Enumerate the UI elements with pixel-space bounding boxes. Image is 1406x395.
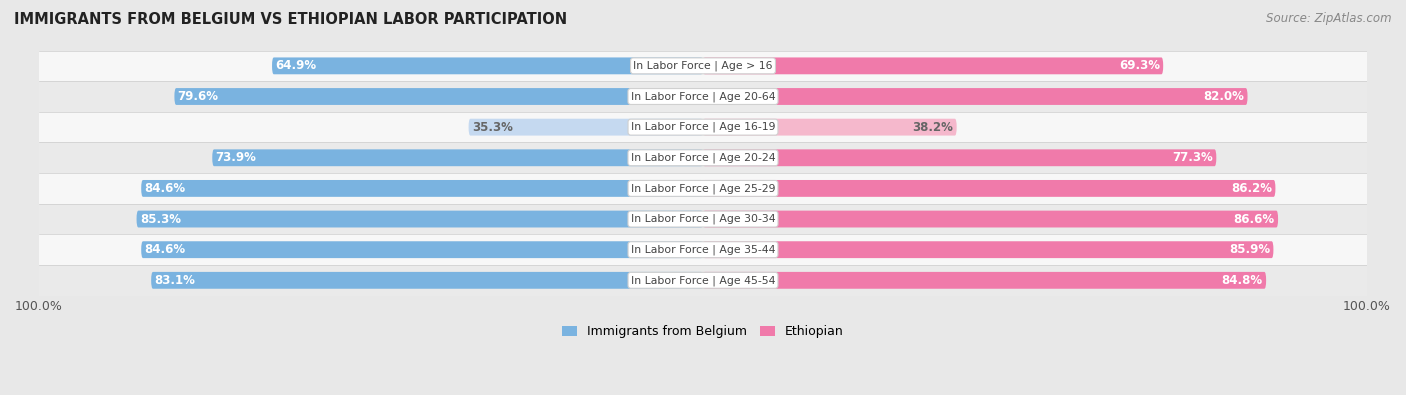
Text: 35.3%: 35.3% [472, 120, 513, 134]
Text: 77.3%: 77.3% [1173, 151, 1213, 164]
FancyBboxPatch shape [703, 57, 1163, 74]
FancyBboxPatch shape [152, 272, 703, 289]
Text: 38.2%: 38.2% [912, 120, 953, 134]
Bar [39, 234, 1367, 265]
Text: Source: ZipAtlas.com: Source: ZipAtlas.com [1267, 12, 1392, 25]
Bar [39, 204, 1367, 234]
FancyBboxPatch shape [703, 88, 1247, 105]
Text: 86.2%: 86.2% [1232, 182, 1272, 195]
Text: IMMIGRANTS FROM BELGIUM VS ETHIOPIAN LABOR PARTICIPATION: IMMIGRANTS FROM BELGIUM VS ETHIOPIAN LAB… [14, 12, 567, 27]
Bar [39, 265, 1367, 295]
Text: In Labor Force | Age 35-44: In Labor Force | Age 35-44 [631, 245, 775, 255]
Text: 84.6%: 84.6% [145, 182, 186, 195]
FancyBboxPatch shape [703, 149, 1216, 166]
Text: In Labor Force | Age 20-24: In Labor Force | Age 20-24 [631, 152, 775, 163]
Text: 82.0%: 82.0% [1204, 90, 1244, 103]
FancyBboxPatch shape [703, 272, 1267, 289]
FancyBboxPatch shape [703, 241, 1274, 258]
FancyBboxPatch shape [468, 119, 703, 135]
FancyBboxPatch shape [136, 211, 703, 228]
Bar [39, 143, 1367, 173]
Bar [39, 112, 1367, 143]
FancyBboxPatch shape [271, 57, 703, 74]
Text: In Labor Force | Age 25-29: In Labor Force | Age 25-29 [631, 183, 775, 194]
Text: 85.9%: 85.9% [1229, 243, 1270, 256]
Text: In Labor Force | Age 20-64: In Labor Force | Age 20-64 [631, 91, 775, 102]
FancyBboxPatch shape [174, 88, 703, 105]
Legend: Immigrants from Belgium, Ethiopian: Immigrants from Belgium, Ethiopian [557, 320, 849, 343]
FancyBboxPatch shape [703, 119, 956, 135]
Text: 83.1%: 83.1% [155, 274, 195, 287]
Text: In Labor Force | Age 30-34: In Labor Force | Age 30-34 [631, 214, 775, 224]
FancyBboxPatch shape [703, 211, 1278, 228]
Text: 73.9%: 73.9% [215, 151, 256, 164]
Text: 64.9%: 64.9% [276, 59, 316, 72]
Text: In Labor Force | Age > 16: In Labor Force | Age > 16 [633, 60, 773, 71]
FancyBboxPatch shape [212, 149, 703, 166]
Text: In Labor Force | Age 45-54: In Labor Force | Age 45-54 [631, 275, 775, 286]
Bar [39, 81, 1367, 112]
FancyBboxPatch shape [141, 180, 703, 197]
Text: In Labor Force | Age 16-19: In Labor Force | Age 16-19 [631, 122, 775, 132]
Text: 86.6%: 86.6% [1233, 213, 1275, 226]
FancyBboxPatch shape [703, 180, 1275, 197]
FancyBboxPatch shape [141, 241, 703, 258]
Bar [39, 173, 1367, 204]
Text: 69.3%: 69.3% [1119, 59, 1160, 72]
Text: 84.6%: 84.6% [145, 243, 186, 256]
Text: 84.8%: 84.8% [1222, 274, 1263, 287]
Bar [39, 51, 1367, 81]
Text: 85.3%: 85.3% [139, 213, 181, 226]
Text: 79.6%: 79.6% [177, 90, 219, 103]
